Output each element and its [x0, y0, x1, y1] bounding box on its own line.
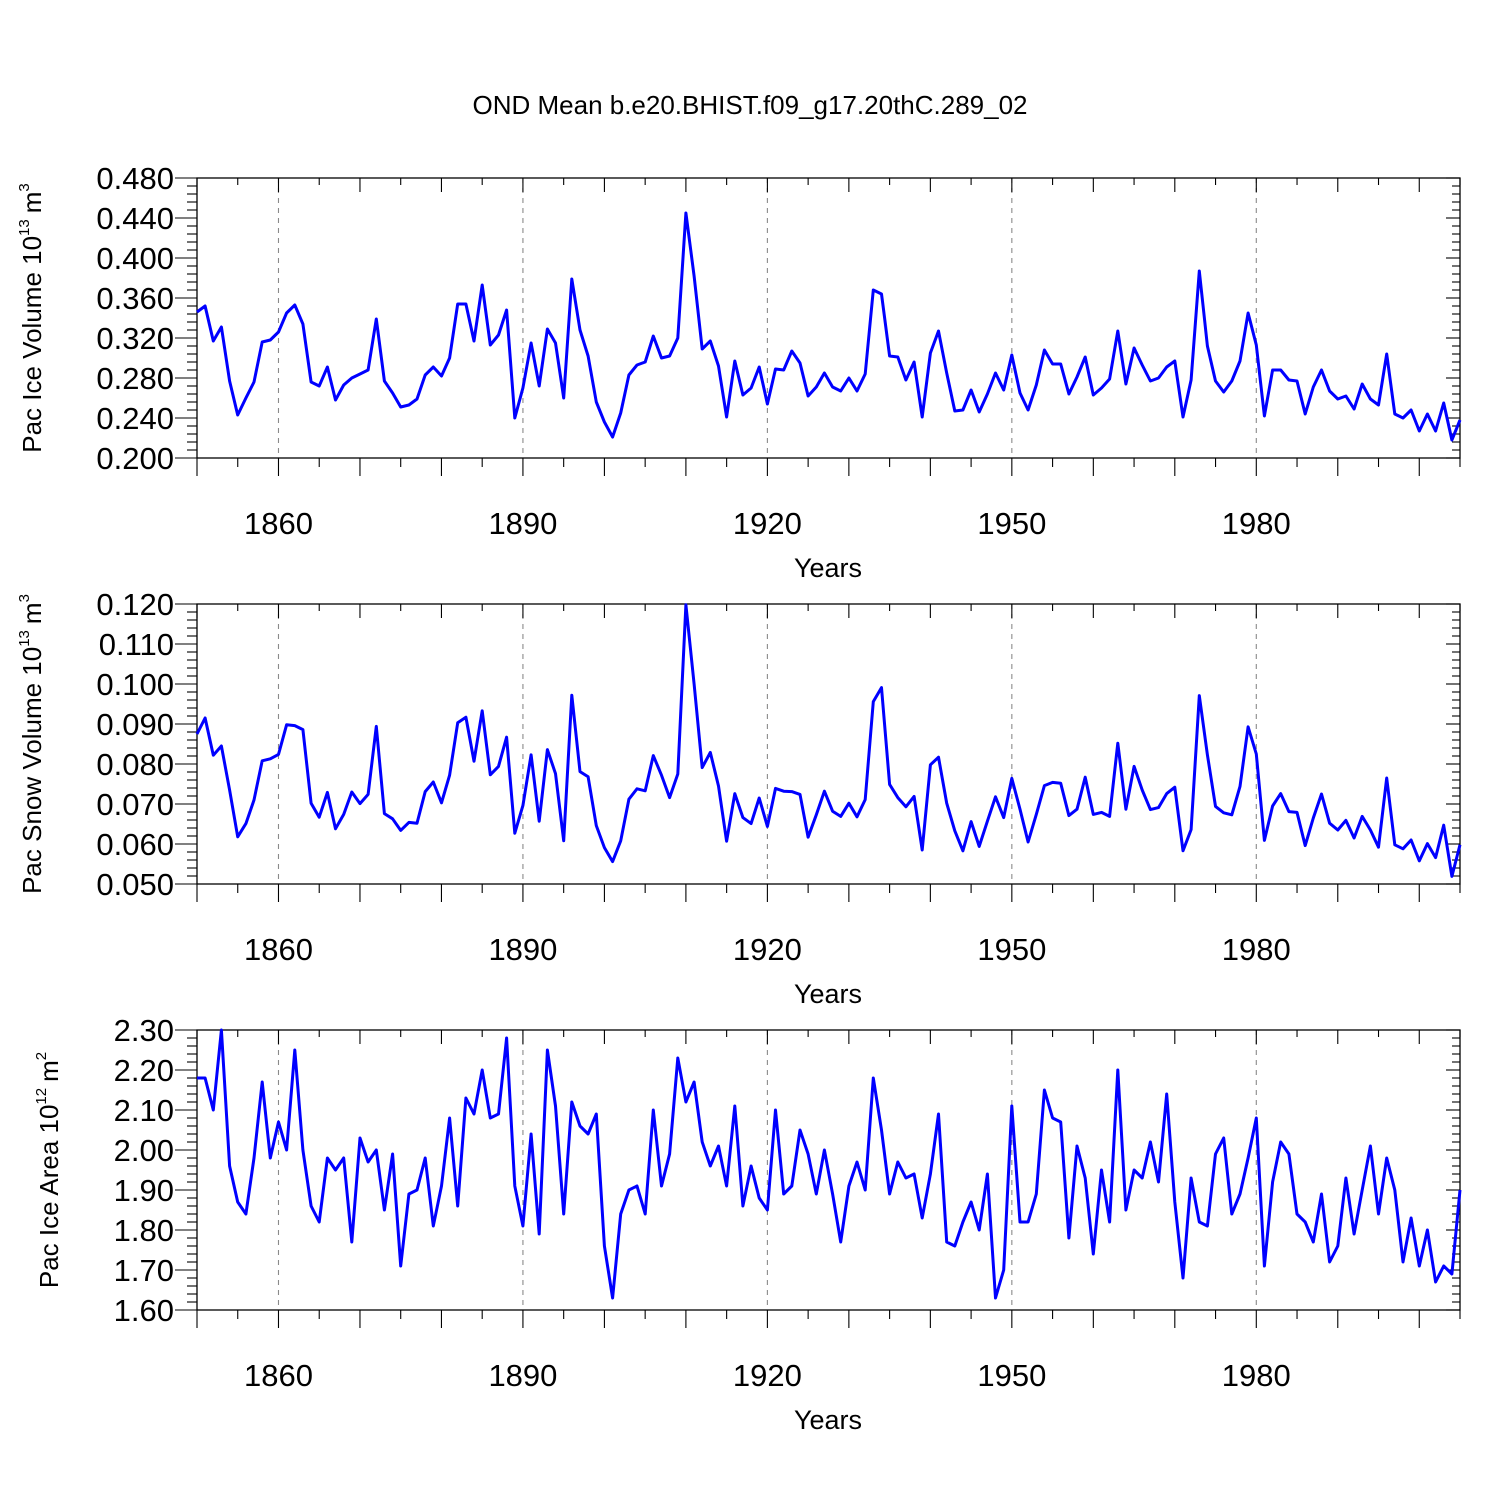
y-axis-title-unit: m — [17, 602, 47, 624]
y-axis-title-exponent: 13 — [16, 630, 33, 647]
y-axis-title-exponent: 12 — [33, 1088, 50, 1105]
y-tick-label: 0.360 — [96, 281, 174, 316]
y-tick-label: 2.30 — [114, 1013, 174, 1048]
y-tick-label: 0.480 — [96, 161, 174, 196]
y-tick-label: 0.240 — [96, 401, 174, 436]
panel-ice-volume: 0.200 0.240 0.280 0.320 0.360 0.400 0.440 0.480… — [16, 161, 1462, 583]
series-line-snow-volume — [195, 603, 1462, 878]
y-axis-title: Pac Ice Area 1012 m2 — [33, 1052, 64, 1288]
y-tick-label: 0.090 — [96, 707, 174, 742]
chart-title: OND Mean b.e20.BHIST.f09_g17.20thC.289_0… — [472, 90, 1027, 120]
x-tick-label: 1980 — [1222, 506, 1291, 541]
y-axis-title-exponent: 13 — [16, 219, 33, 236]
y-axis-title: Pac Ice Volume 1013 m3 — [16, 183, 47, 453]
y-axis-title-unit-exponent: 3 — [16, 183, 33, 191]
y-axis-title-main: Pac Ice Volume 10 — [17, 236, 47, 453]
x-tick-label: 1950 — [977, 932, 1046, 967]
y-tick-label: 0.060 — [96, 827, 174, 862]
x-tick-label: 1890 — [488, 1358, 557, 1393]
y-tick-label: 1.60 — [114, 1293, 174, 1328]
series-line-ice-volume — [196, 211, 1462, 442]
y-tick-label: 2.00 — [114, 1133, 174, 1168]
y-tick-label: 0.280 — [96, 361, 174, 396]
x-tick-label: 1920 — [733, 506, 802, 541]
y-tick-label: 0.070 — [96, 787, 174, 822]
y-axis-title-main: Pac Snow Volume 10 — [17, 647, 47, 894]
x-tick-label: 1890 — [488, 506, 557, 541]
x-tick-label: 1890 — [488, 932, 557, 967]
x-tick-label: 1920 — [733, 1358, 802, 1393]
plot-frame — [196, 177, 1461, 459]
y-tick-label: 1.80 — [114, 1213, 174, 1248]
y-axis-title-unit-exponent: 2 — [33, 1052, 50, 1060]
y-axis-title-main: Pac Ice Area 10 — [34, 1105, 64, 1289]
y-tick-label: 1.70 — [114, 1253, 174, 1288]
x-tick-label: 1980 — [1222, 1358, 1291, 1393]
x-tick-label: 1860 — [244, 1358, 313, 1393]
plot-frame — [196, 1029, 1461, 1311]
y-tick-label: 0.400 — [96, 241, 174, 276]
y-tick-label: 0.200 — [96, 441, 174, 476]
x-axis-title: Years — [794, 1405, 862, 1435]
y-tick-label: 0.110 — [99, 627, 174, 662]
x-tick-label: 1860 — [244, 932, 313, 967]
x-tick-label: 1980 — [1222, 932, 1291, 967]
y-tick-label: 0.080 — [96, 747, 174, 782]
y-tick-label: 0.100 — [96, 667, 174, 702]
panel-snow-volume: 0.050 0.060 0.070 0.080 0.090 0.100 0.110 0.120… — [16, 587, 1462, 1009]
x-tick-label: 1920 — [733, 932, 802, 967]
y-axis-title-unit: m — [17, 192, 47, 214]
panel-ice-area: 1.60 1.70 1.80 1.90 2.00 2.10 2.20 2.30 1860 189… — [33, 1013, 1462, 1435]
plot-frame — [196, 603, 1461, 885]
x-tick-label: 1950 — [977, 1358, 1046, 1393]
series-line-ice-area — [197, 1028, 1462, 1300]
y-tick-label: 2.20 — [114, 1053, 174, 1088]
x-axis-title: Years — [794, 553, 862, 583]
x-tick-label: 1950 — [977, 506, 1046, 541]
y-axis-title: Pac Snow Volume 1013 m3 — [16, 594, 47, 894]
y-tick-label: 1.90 — [114, 1173, 174, 1208]
x-tick-label: 1860 — [244, 506, 313, 541]
x-axis-title: Years — [794, 979, 862, 1009]
y-tick-label: 0.320 — [96, 321, 174, 356]
y-tick-label: 0.440 — [96, 201, 174, 236]
y-axis-title-unit-exponent: 3 — [16, 594, 33, 602]
y-tick-label: 2.10 — [114, 1093, 174, 1128]
y-axis-title-unit: m — [34, 1060, 64, 1082]
y-tick-label: 0.050 — [96, 867, 174, 902]
y-tick-label: 0.120 — [96, 587, 174, 622]
